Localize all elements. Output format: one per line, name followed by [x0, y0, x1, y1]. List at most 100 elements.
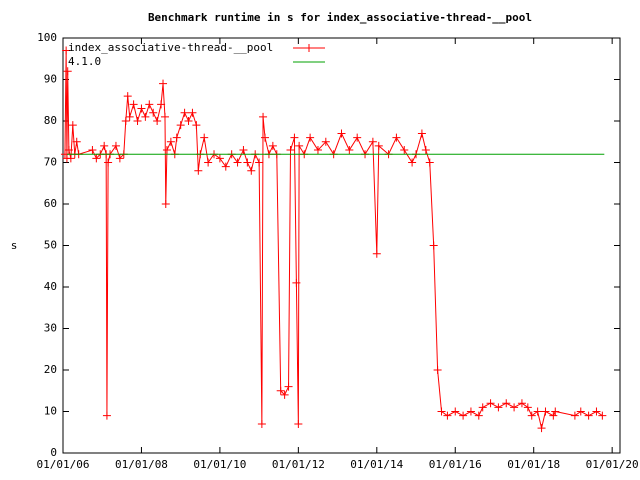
point-marker [313, 146, 322, 155]
point-marker [570, 411, 579, 420]
point-marker [63, 67, 72, 76]
point-marker [125, 112, 134, 121]
point-marker [115, 154, 124, 163]
point-marker [100, 141, 109, 150]
point-marker [437, 407, 446, 416]
point-marker [72, 137, 81, 146]
point-marker [306, 133, 315, 142]
point-marker [517, 399, 526, 408]
point-marker [541, 407, 550, 416]
y-tick-label: 90 [44, 73, 57, 86]
point-marker [374, 141, 383, 150]
point-marker [233, 158, 242, 167]
point-marker [68, 121, 77, 130]
point-marker [276, 386, 285, 395]
x-tick-label: 01/01/16 [429, 458, 482, 471]
point-marker [494, 403, 503, 412]
point-marker [353, 133, 362, 142]
y-tick-label: 40 [44, 280, 57, 293]
point-marker [478, 403, 487, 412]
point-marker [200, 133, 209, 142]
point-marker [433, 366, 442, 374]
point-marker [598, 411, 607, 420]
point-marker [474, 411, 483, 420]
point-marker [392, 133, 401, 142]
point-marker [184, 117, 193, 125]
point-marker [592, 407, 601, 416]
point-marker [137, 104, 146, 113]
point-marker [292, 278, 301, 287]
point-marker [180, 108, 189, 117]
x-tick-label: 01/01/06 [37, 458, 90, 471]
y-tick-label: 30 [44, 322, 57, 335]
point-marker [280, 390, 289, 399]
point-marker [161, 200, 170, 208]
point-marker [239, 146, 248, 155]
point-marker [221, 162, 230, 171]
legend-label: index_associative-thread-__pool [68, 41, 273, 54]
point-marker [111, 141, 120, 150]
point-marker [290, 133, 299, 142]
point-marker [417, 129, 426, 138]
point-marker [372, 249, 381, 258]
point-marker [247, 166, 256, 175]
legend-marker [305, 44, 313, 52]
point-marker [145, 100, 154, 109]
point-marker [502, 399, 511, 408]
x-tick-label: 01/01/14 [350, 458, 403, 471]
point-marker [188, 108, 197, 117]
y-tick-label: 10 [44, 405, 57, 418]
point-marker [215, 154, 224, 163]
point-marker [421, 146, 430, 155]
point-marker [104, 158, 113, 167]
point-marker [584, 411, 593, 420]
point-marker [243, 158, 252, 167]
point-marker [551, 407, 560, 416]
point-marker [486, 399, 495, 408]
point-marker [425, 158, 434, 167]
x-tick-label: 01/01/12 [272, 458, 325, 471]
y-tick-label: 70 [44, 156, 57, 169]
point-marker [523, 403, 532, 412]
point-marker [345, 146, 354, 155]
point-marker [123, 92, 132, 101]
point-marker [295, 141, 304, 150]
point-marker [459, 411, 468, 420]
point-marker [284, 382, 293, 391]
point-marker [92, 154, 101, 163]
point-marker [261, 133, 270, 142]
point-marker [576, 407, 585, 416]
point-marker [194, 166, 203, 175]
y-tick-label: 0 [50, 446, 57, 459]
point-marker [102, 411, 111, 420]
point-marker [321, 137, 330, 146]
point-marker [64, 146, 73, 155]
point-marker [337, 129, 346, 138]
y-tick-label: 50 [44, 239, 57, 252]
point-marker [162, 146, 171, 155]
point-marker [443, 411, 452, 420]
point-marker [149, 108, 158, 117]
y-axis-label: s [11, 239, 18, 252]
point-marker [451, 407, 460, 416]
point-marker [466, 407, 475, 416]
point-marker [66, 154, 75, 163]
point-marker [62, 46, 71, 55]
point-marker [527, 411, 536, 420]
point-marker [286, 146, 295, 155]
y-tick-label: 80 [44, 114, 57, 127]
x-tick-label: 01/01/18 [507, 458, 560, 471]
y-tick-label: 100 [37, 31, 57, 44]
point-marker [537, 424, 546, 433]
point-marker [257, 419, 266, 428]
point-marker [408, 158, 417, 167]
plot-border [62, 37, 621, 454]
point-marker [400, 146, 409, 155]
point-marker [172, 133, 181, 142]
point-marker [204, 158, 213, 167]
point-marker [159, 79, 168, 88]
point-marker [121, 117, 130, 125]
point-marker [141, 112, 150, 121]
point-marker [368, 137, 377, 146]
